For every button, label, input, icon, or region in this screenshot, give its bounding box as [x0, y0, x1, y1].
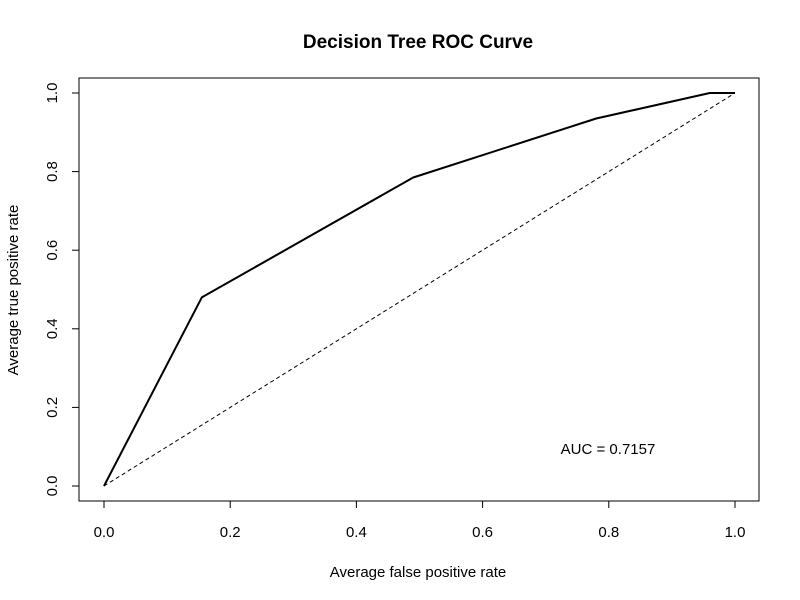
- y-tick-label: 0.8: [44, 161, 61, 182]
- roc-curve-line: [103, 92, 735, 487]
- x-tick-label: 0.8: [598, 524, 619, 541]
- x-axis-label: Average false positive rate: [330, 564, 507, 581]
- y-tick-label: 0.2: [44, 397, 61, 418]
- y-tick-label: 1.0: [44, 83, 61, 104]
- y-axis-label: Average true positive rate: [5, 205, 22, 376]
- x-tick-label: 0.4: [346, 524, 367, 541]
- x-tick-label: 0.0: [94, 524, 115, 541]
- y-tick-label: 0.0: [44, 476, 61, 497]
- x-axis: 0.0 0.2 0.4 0.6 0.8 1.0: [94, 500, 746, 541]
- diagonal-reference-line: [103, 92, 736, 487]
- x-tick-label: 0.6: [472, 524, 493, 541]
- series-layer: [103, 92, 736, 487]
- y-tick-label: 0.6: [44, 240, 61, 261]
- x-tick-label: 0.2: [220, 524, 241, 541]
- y-axis: 0.0 0.2 0.4 0.6 0.8 1.0: [44, 83, 80, 497]
- y-tick-label: 0.4: [44, 318, 61, 339]
- auc-annotation: AUC = 0.7157: [561, 441, 656, 458]
- chart-title: Decision Tree ROC Curve: [303, 32, 533, 53]
- x-tick-label: 1.0: [725, 524, 746, 541]
